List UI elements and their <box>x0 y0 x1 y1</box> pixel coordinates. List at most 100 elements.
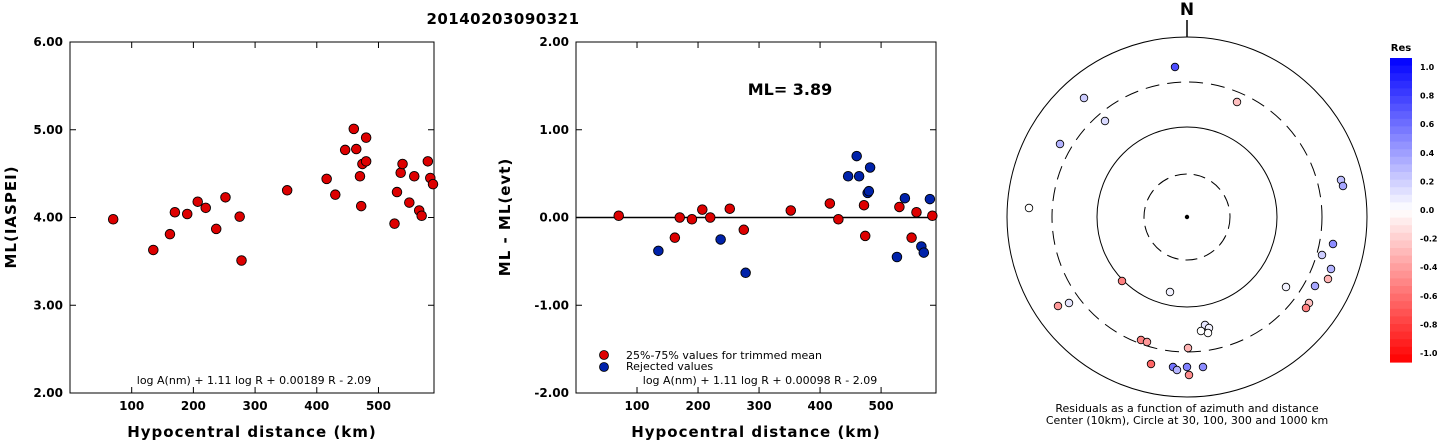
plot1-data-point <box>148 244 159 256</box>
colorbar-cell <box>1390 164 1412 173</box>
plot2-data-point <box>927 210 938 221</box>
plot1-x-tick-label: 500 <box>366 399 391 413</box>
colorbar-cell <box>1390 118 1412 127</box>
plot2-data-point <box>669 232 681 243</box>
north-label: N <box>1180 0 1194 20</box>
plot1-data-point <box>355 200 367 212</box>
colorbar-tick-label: -0.6 <box>1420 292 1437 301</box>
plot2-x-tick-label: 200 <box>686 399 711 413</box>
station-residual-marker <box>1301 303 1311 313</box>
plot2-data-point <box>859 230 871 242</box>
plot1-data-point <box>395 167 406 178</box>
station-residual-marker <box>1100 116 1110 126</box>
station-residual-marker <box>1184 370 1194 380</box>
plot2-data-point <box>740 267 751 279</box>
colorbar-cell <box>1390 354 1412 363</box>
plot2-data-point <box>924 193 936 205</box>
ring-1000km <box>1006 36 1368 398</box>
colorbar-cell <box>1390 255 1412 264</box>
plot1-x-tick-label: 100 <box>119 399 144 413</box>
colorbar-tick-label: -1.0 <box>1420 349 1437 358</box>
residual-colorbar: Res 1.0 0.8 0.6 0.4 0.2 0.0 -0.2 -0.4 -0.6 -0.8 -1… <box>1390 43 1437 363</box>
plot2-data-point <box>833 214 844 225</box>
ring-30km <box>1143 173 1231 261</box>
plot2-data-point <box>853 171 865 182</box>
plot1-x-tick-label: 300 <box>243 399 268 413</box>
plot1-x-axis-label: Hypocentral distance (km) <box>127 423 377 441</box>
plot2-data-point <box>686 214 698 225</box>
plot2-y-tick-label: 1.00 <box>539 123 569 137</box>
colorbar-cell <box>1390 324 1412 333</box>
plot2-data-point <box>724 203 736 214</box>
ml-value-label: ML= 3.89 <box>748 80 833 99</box>
plot2-x-axis-label: Hypocentral distance (km) <box>631 423 881 441</box>
ring-100km <box>1096 126 1278 308</box>
plot2-y-tick-label: -2.00 <box>534 386 569 400</box>
colorbar-cell <box>1390 316 1412 325</box>
plot1-y-tick-label: 5.00 <box>33 123 63 137</box>
plot2-data-point <box>899 192 911 204</box>
plot2-y-tick-label: 2.00 <box>539 35 569 49</box>
station-residual-marker <box>1172 365 1182 375</box>
plot1-y-tick-label: 2.00 <box>33 386 63 400</box>
colorbar-tick-label: -0.2 <box>1420 235 1437 244</box>
legend-marker-trimmed <box>599 350 609 360</box>
plot1-y-tick-label: 6.00 <box>33 35 63 49</box>
colorbar-cell <box>1390 278 1412 287</box>
colorbar-cell <box>1390 248 1412 257</box>
plot2-x-tick-label: 500 <box>869 399 894 413</box>
plot1-data-point <box>220 192 231 203</box>
station-residual-marker <box>1165 287 1175 297</box>
residual-distance-plot: 100 200 300 400 500 -2.00 -1.00 0.00 1.00 2.00 ML… <box>496 35 938 441</box>
colorbar-cell <box>1390 73 1412 82</box>
epicenter-dot <box>1184 214 1190 220</box>
colorbar-tick-label: -0.4 <box>1420 263 1437 272</box>
station-residual-marker <box>1338 181 1348 191</box>
station-residual-marker <box>1232 97 1242 107</box>
colorbar-cell <box>1390 202 1412 211</box>
colorbar-cell <box>1390 134 1412 143</box>
colorbar-cell <box>1390 286 1412 295</box>
station-residual-marker <box>1323 274 1333 284</box>
plot1-frame <box>69 41 435 394</box>
colorbar-cell <box>1390 96 1412 105</box>
colorbar-cell <box>1390 149 1412 158</box>
plot2-data-point <box>785 205 797 216</box>
plot1-x-tick-label: 200 <box>181 399 206 413</box>
colorbar-tick-label: -0.8 <box>1420 320 1437 329</box>
colorbar-cell <box>1390 232 1412 241</box>
colorbar-cell <box>1390 179 1412 188</box>
colorbar-tick-label: 0.2 <box>1420 177 1434 186</box>
plot1-data-point <box>192 196 203 207</box>
plot2-y-axis-label: ML - ML(evt) <box>496 158 514 276</box>
colorbar-cell <box>1390 217 1412 226</box>
plot2-data-point <box>864 162 876 173</box>
station-residual-marker <box>1310 281 1320 291</box>
ml-distance-plot: 100 200 300 400 500 2.00 3.00 4.00 5.00 6.00 ML(I… <box>2 35 439 441</box>
colorbar-cell <box>1390 194 1412 203</box>
plot1-data-point <box>107 214 119 225</box>
plot1-data-point <box>164 228 176 240</box>
colorbar-cell <box>1390 225 1412 234</box>
station-residual-marker <box>1055 139 1065 149</box>
colorbar-cell <box>1390 339 1412 348</box>
colorbar-cell <box>1390 270 1412 279</box>
plot1-data-point <box>236 255 247 266</box>
colorbar-cell <box>1390 80 1412 89</box>
plot2-data-point <box>851 150 862 162</box>
station-residual-marker <box>1053 301 1063 311</box>
colorbar-tick-label: 0.0 <box>1420 206 1435 215</box>
station-residual-marker <box>1183 343 1193 353</box>
colorbar-cell <box>1390 346 1412 355</box>
station-residual-marker <box>1117 276 1127 286</box>
colorbar-title: Res <box>1391 43 1411 54</box>
station-residual-marker <box>1064 298 1074 308</box>
plot1-data-point <box>234 211 245 222</box>
station-residual-marker <box>1326 264 1336 274</box>
plot1-data-point <box>351 143 362 155</box>
plot2-data-point <box>918 247 930 258</box>
plot1-data-point <box>360 132 372 143</box>
plot1-data-point <box>427 178 439 190</box>
colorbar-cell <box>1390 172 1412 181</box>
plot2-data-point <box>653 245 664 257</box>
